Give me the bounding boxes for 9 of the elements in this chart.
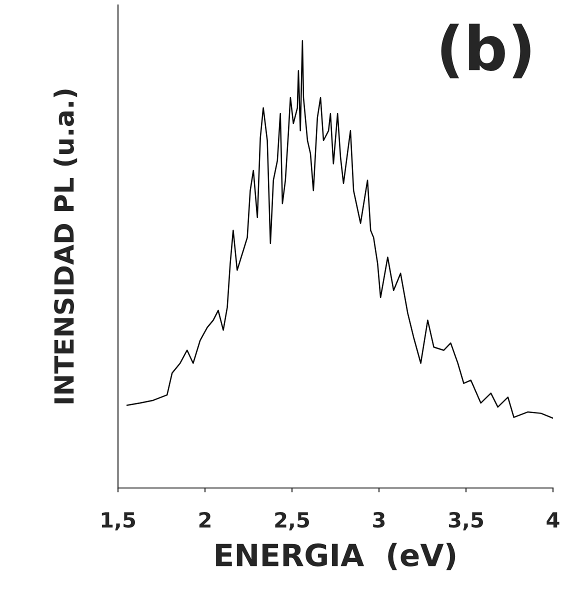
x-tick-label: 3,5 — [448, 512, 483, 530]
x-axis-title: ENERGIA (eV) — [216, 542, 456, 570]
x-tick-label: 3 — [373, 512, 385, 528]
y-axis-title: INTENSIDAD PL (u.a.) — [54, 90, 78, 404]
x-tick-label: 1,5 — [102, 512, 135, 530]
x-tick-label: 2 — [199, 512, 210, 528]
x-tick-label: 2,5 — [275, 512, 309, 530]
annotation: (b) — [441, 24, 530, 78]
x-tick-label: 4 — [546, 512, 560, 528]
